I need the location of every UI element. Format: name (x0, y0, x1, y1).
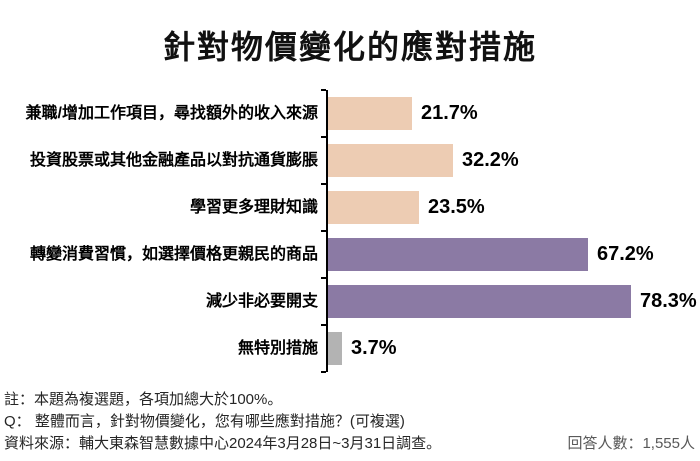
plot-area: 21.7% (321, 89, 700, 138)
chart-title: 針對物價變化的應對措施 (162, 29, 537, 65)
value-label: 3.7% (351, 337, 397, 359)
plot-area: 67.2% (321, 231, 700, 279)
bar (328, 285, 631, 318)
category-label: 投資股票或其他金融產品以對抗通貨膨脹 (29, 151, 318, 169)
bar-row: 無特別措施 3.7% (0, 325, 700, 373)
bar-row: 轉變消費習慣，如選擇價格更親民的商品 67.2% (0, 231, 700, 279)
category-label: 減少非必要開支 (205, 292, 318, 310)
bar-row: 投資股票或其他金融產品以對抗通貨膨脹 32.2% (0, 137, 700, 185)
bar (328, 97, 412, 130)
plot-area: 3.7% (321, 325, 700, 373)
note-multi-select: 註：本題為複選題，各項加總大於100%。 (4, 391, 283, 408)
value-label: 67.2% (597, 243, 654, 265)
plot-area: 78.3% (321, 278, 700, 326)
value-label: 23.5% (428, 196, 485, 218)
bar (328, 144, 453, 177)
note-question: Q： 整體而言，針對物價變化，您有哪些應對措施？(可複選) (4, 413, 405, 430)
bar (328, 332, 342, 365)
category-label: 轉變消費習慣，如選擇價格更親民的商品 (29, 245, 318, 263)
category-label: 無特別措施 (237, 339, 318, 357)
plot-area: 32.2% (321, 137, 700, 185)
value-label: 78.3% (640, 290, 697, 312)
note-source: 資料來源：輔大東森智慧數據中心2024年3月28日~3月31日調查。 (4, 435, 442, 452)
bar-row: 減少非必要開支 78.3% (0, 278, 700, 326)
bar-chart: 兼職/增加工作項目，尋找額外的收入來源 21.7% 投資股票或其他金融產品以對抗通貨… (0, 89, 700, 373)
value-label: 21.7% (421, 102, 478, 124)
note-respondents: 回答人數：1,555人 (567, 435, 695, 452)
value-label: 32.2% (462, 149, 519, 171)
footer-notes: 註：本題為複選題，各項加總大於100%。 Q： 整體而言，針對物價變化，您有哪些… (0, 389, 700, 455)
plot-area: 23.5% (321, 184, 700, 232)
bar (328, 238, 588, 271)
bar (328, 191, 419, 224)
bar-row: 兼職/增加工作項目，尋找額外的收入來源 21.7% (0, 89, 700, 138)
category-label: 學習更多理財知識 (189, 198, 318, 216)
category-label: 兼職/增加工作項目，尋找額外的收入來源 (25, 104, 318, 122)
bar-row: 學習更多理財知識 23.5% (0, 184, 700, 232)
